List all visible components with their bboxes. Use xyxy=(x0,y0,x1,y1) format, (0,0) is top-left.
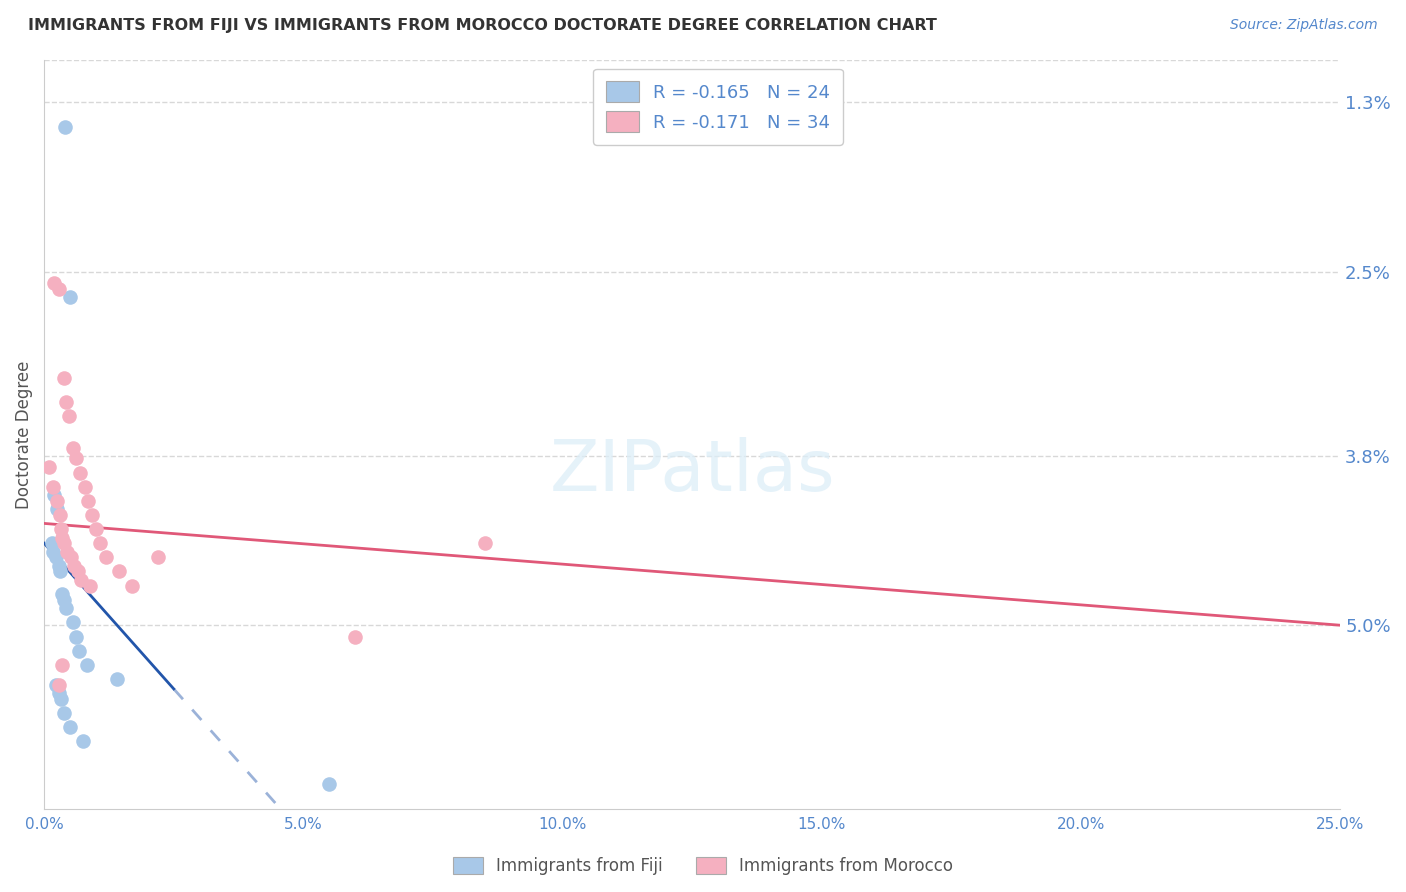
Point xyxy=(56,545,79,559)
Point xyxy=(67,643,90,657)
Point xyxy=(42,545,65,559)
Point xyxy=(65,451,87,466)
Legend: R = -0.165   N = 24, R = -0.171   N = 34: R = -0.165 N = 24, R = -0.171 N = 34 xyxy=(593,69,842,145)
Point xyxy=(70,573,93,587)
Legend: Immigrants from Fiji, Immigrants from Morocco: Immigrants from Fiji, Immigrants from Mo… xyxy=(444,849,962,884)
Point xyxy=(48,508,70,522)
Point xyxy=(58,409,80,423)
Point xyxy=(51,657,73,672)
Point xyxy=(72,734,94,748)
Point xyxy=(48,686,70,700)
Point xyxy=(44,276,66,290)
Point xyxy=(42,480,65,494)
Point xyxy=(79,579,101,593)
Point xyxy=(48,678,70,692)
Point xyxy=(49,522,72,536)
Point xyxy=(48,282,70,296)
Point xyxy=(73,480,96,494)
Y-axis label: Doctorate Degree: Doctorate Degree xyxy=(15,360,32,508)
Point xyxy=(62,442,84,456)
Point xyxy=(62,615,84,630)
Point xyxy=(121,579,143,593)
Point xyxy=(52,706,75,720)
Point xyxy=(55,601,77,615)
Point xyxy=(55,394,77,409)
Point xyxy=(46,493,69,508)
Point xyxy=(80,508,103,522)
Point xyxy=(51,587,73,601)
Point xyxy=(52,536,75,550)
Point xyxy=(63,558,86,573)
Point xyxy=(96,550,118,565)
Point xyxy=(69,466,91,480)
Point xyxy=(38,459,60,474)
Point xyxy=(89,536,111,550)
Point xyxy=(60,550,83,565)
Point xyxy=(44,678,66,692)
Point xyxy=(53,120,76,135)
Point xyxy=(46,502,69,516)
Point xyxy=(51,531,73,545)
Point xyxy=(65,630,87,644)
Text: ZIPatlas: ZIPatlas xyxy=(550,437,835,507)
Point xyxy=(77,493,100,508)
Point xyxy=(52,592,75,607)
Point xyxy=(66,565,89,579)
Point xyxy=(146,550,169,565)
Point xyxy=(59,290,82,304)
Point xyxy=(48,558,70,573)
Point xyxy=(76,657,98,672)
Point xyxy=(52,371,75,385)
Point xyxy=(41,536,63,550)
Point xyxy=(48,565,70,579)
Point xyxy=(44,550,66,565)
Text: IMMIGRANTS FROM FIJI VS IMMIGRANTS FROM MOROCCO DOCTORATE DEGREE CORRELATION CHA: IMMIGRANTS FROM FIJI VS IMMIGRANTS FROM … xyxy=(28,18,936,33)
Point xyxy=(49,691,72,706)
Point xyxy=(59,720,82,734)
Point xyxy=(84,522,107,536)
Point xyxy=(344,630,367,644)
Point xyxy=(474,536,496,550)
Text: Source: ZipAtlas.com: Source: ZipAtlas.com xyxy=(1230,18,1378,32)
Point xyxy=(44,488,66,502)
Point xyxy=(318,776,340,790)
Point xyxy=(108,565,131,579)
Point xyxy=(105,672,128,686)
